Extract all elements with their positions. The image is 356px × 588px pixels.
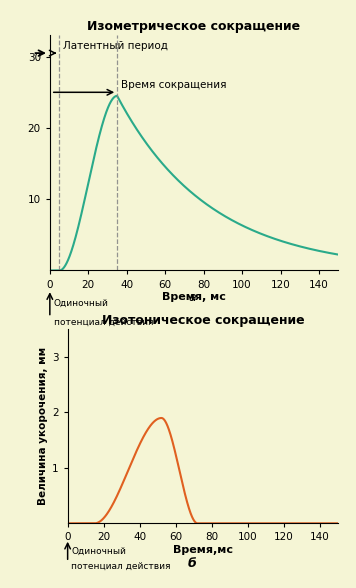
Text: б: б (188, 557, 197, 570)
X-axis label: Время, мс: Время, мс (162, 292, 226, 302)
Text: Латентный период: Латентный период (63, 41, 168, 51)
Text: а: а (188, 291, 196, 304)
Title: Изометрическое сокращение: Изометрическое сокращение (88, 20, 300, 33)
Text: Одиночный: Одиночный (71, 547, 126, 556)
X-axis label: Время,мс: Время,мс (173, 545, 233, 555)
Y-axis label: Величина укорочения, мм: Величина укорочения, мм (38, 348, 48, 505)
Text: Время сокращения: Время сокращения (121, 80, 226, 90)
Text: Одиночный: Одиночный (54, 299, 109, 308)
Text: потенциал действия: потенциал действия (54, 318, 153, 326)
Title: Изотоническое сокращение: Изотоническое сокращение (101, 314, 304, 327)
Text: потенциал действия: потенциал действия (71, 562, 171, 571)
